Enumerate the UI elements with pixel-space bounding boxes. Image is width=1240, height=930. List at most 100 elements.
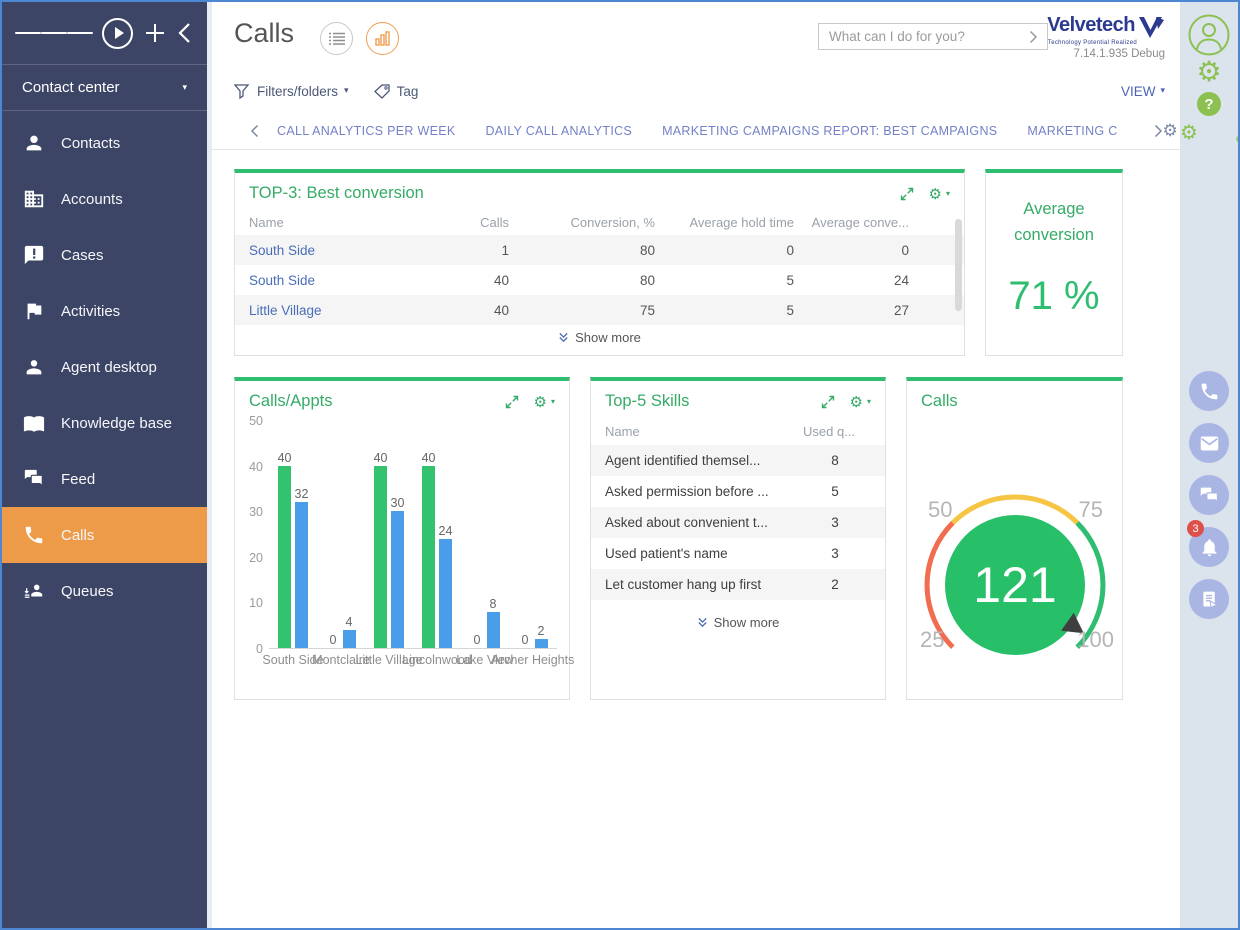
row-name-link[interactable]: South Side (249, 243, 409, 258)
bar-groups: 4032South Side04Montclaire4030Little Vil… (269, 421, 557, 649)
workspace-selector[interactable]: Contact center ▾ (2, 64, 207, 111)
table-row[interactable]: Agent identified themsel... 8 (591, 445, 885, 476)
tab-marketing-truncated[interactable]: MARKETING C (1027, 124, 1117, 138)
row-name-link[interactable]: South Side (249, 273, 409, 288)
sidebar-item-accounts[interactable]: Accounts (2, 171, 207, 227)
system-settings-icon[interactable]: ⚙⚙ (1180, 122, 1238, 142)
sidebar-item-contacts[interactable]: Contacts (2, 115, 207, 171)
left-sidebar: Contact center ▾ Contacts Accounts Cases… (2, 2, 207, 928)
sidebar-item-feed[interactable]: Feed (2, 451, 207, 507)
bar (278, 466, 291, 648)
bar (374, 466, 387, 648)
table-row[interactable]: Little Village 40 75 5 27 (235, 295, 964, 325)
bar (343, 630, 356, 648)
collapse-sidebar-icon[interactable] (177, 22, 191, 44)
page-title: Calls (234, 18, 294, 49)
y-tick-label: 30 (249, 505, 263, 519)
list-view-button[interactable] (320, 22, 353, 55)
table-row[interactable]: Used patient's name 3 (591, 538, 885, 569)
y-axis: 01020304050 (243, 421, 263, 649)
widget-settings-button[interactable]: ⚙ ▾ (850, 393, 871, 411)
table-row[interactable]: Asked about convenient t... 3 (591, 507, 885, 538)
cell-hold-time: 5 (655, 273, 794, 288)
bar-value-label: 0 (522, 633, 529, 647)
brand-logo: Velvetech Technology Potential Realized … (1047, 15, 1165, 60)
show-more-button[interactable]: Show more (235, 325, 964, 350)
y-tick-label: 50 (249, 414, 263, 428)
column-header: Conversion, % (509, 215, 655, 230)
table-row[interactable]: South Side 40 80 5 24 (235, 265, 964, 295)
row-name-link[interactable]: Little Village (249, 303, 409, 318)
search-input[interactable] (819, 29, 1019, 44)
show-more-label: Show more (575, 330, 641, 345)
cell-conversation: 0 (794, 243, 909, 258)
version-label: 7.14.1.935 Debug (1047, 48, 1165, 60)
bar-chart-icon (375, 31, 390, 46)
bar-group: 4024Lincolnwood (413, 421, 461, 648)
cell-hold-time: 5 (655, 303, 794, 318)
table-row[interactable]: Let customer hang up first 2 (591, 569, 885, 600)
tab-call-analytics-per-week[interactable]: CALL ANALYTICS PER WEEK (277, 124, 455, 138)
gauge-value: 121 (973, 557, 1056, 613)
right-rail: ⚙ ? ⚙⚙ 3 (1180, 2, 1238, 928)
add-icon[interactable] (142, 20, 168, 46)
tabs-scroll-right-button[interactable] (1154, 124, 1163, 138)
app-window: Contact center ▾ Contacts Accounts Cases… (0, 0, 1240, 930)
table-row[interactable]: Asked permission before ... 5 (591, 476, 885, 507)
cell-hold-time: 0 (655, 243, 794, 258)
tab-marketing-campaigns-report[interactable]: MARKETING CAMPAIGNS REPORT: BEST CAMPAIG… (662, 124, 997, 138)
widget-title: Calls (921, 392, 958, 411)
tasks-icon[interactable] (1189, 579, 1229, 619)
search-submit-button[interactable] (1019, 24, 1047, 49)
bar-value-label: 40 (278, 451, 292, 465)
widget-settings-button[interactable]: ⚙ ▾ (534, 393, 555, 411)
analytics-view-button[interactable] (366, 22, 399, 55)
chat-icon[interactable] (1189, 475, 1229, 515)
tab-daily-call-analytics[interactable]: DAILY CALL ANALYTICS (485, 124, 632, 138)
sidebar-menu: Contacts Accounts Cases Activities Agent… (2, 111, 207, 619)
list-icon (329, 32, 345, 46)
widget-settings-button[interactable]: ⚙ ▾ (929, 185, 950, 203)
tabs-scroll-left-button[interactable] (250, 124, 259, 138)
tag-button[interactable]: Tag (373, 84, 419, 99)
expand-icon[interactable] (821, 395, 835, 409)
filter-bar: Filters/folders ▾ Tag VIEW ▾ (234, 80, 1165, 102)
sidebar-item-calls[interactable]: Calls (2, 507, 207, 563)
help-icon[interactable]: ? (1197, 92, 1221, 116)
sidebar-item-cases[interactable]: Cases (2, 227, 207, 283)
run-process-icon[interactable] (102, 18, 133, 49)
sidebar-item-knowledge-base[interactable]: Knowledge base (2, 395, 207, 451)
show-more-button[interactable]: Show more (591, 610, 885, 635)
table-scrollbar[interactable] (955, 219, 962, 311)
sidebar-item-agent-desktop[interactable]: Agent desktop (2, 339, 207, 395)
table-row[interactable]: South Side 1 80 0 0 (235, 235, 964, 265)
sidebar-item-label: Queues (61, 583, 114, 600)
filters-folders-button[interactable]: Filters/folders ▾ (234, 84, 349, 99)
sidebar-item-activities[interactable]: Activities (2, 283, 207, 339)
user-avatar-icon[interactable] (1188, 14, 1230, 61)
chevron-down-icon: ▾ (1160, 86, 1165, 96)
double-chevron-down-icon (558, 332, 569, 343)
menu-icon[interactable] (15, 29, 93, 37)
sidebar-item-queues[interactable]: Queues (2, 563, 207, 619)
phone-icon[interactable] (1189, 371, 1229, 411)
tag-label: Tag (397, 84, 419, 99)
table-header: Name Used q... (591, 417, 885, 445)
building-icon (22, 187, 46, 211)
sidebar-item-label: Contacts (61, 135, 120, 152)
cell-conversation: 24 (794, 273, 909, 288)
view-menu-button[interactable]: VIEW ▾ (1121, 84, 1165, 99)
sidebar-item-label: Calls (61, 527, 94, 544)
skill-name: Asked about convenient t... (605, 515, 803, 530)
widget-title: Calls/Appts (249, 392, 332, 411)
expand-icon[interactable] (900, 187, 914, 201)
bar (295, 502, 308, 648)
email-icon[interactable] (1189, 423, 1229, 463)
case-bubble-icon (22, 243, 46, 267)
settings-gear-icon[interactable]: ⚙ (1196, 58, 1221, 86)
chevron-right-icon (1029, 30, 1038, 44)
chevron-down-icon: ▾ (182, 83, 187, 93)
bar-value-label: 4 (346, 615, 353, 629)
bar (487, 612, 500, 648)
expand-icon[interactable] (505, 395, 519, 409)
